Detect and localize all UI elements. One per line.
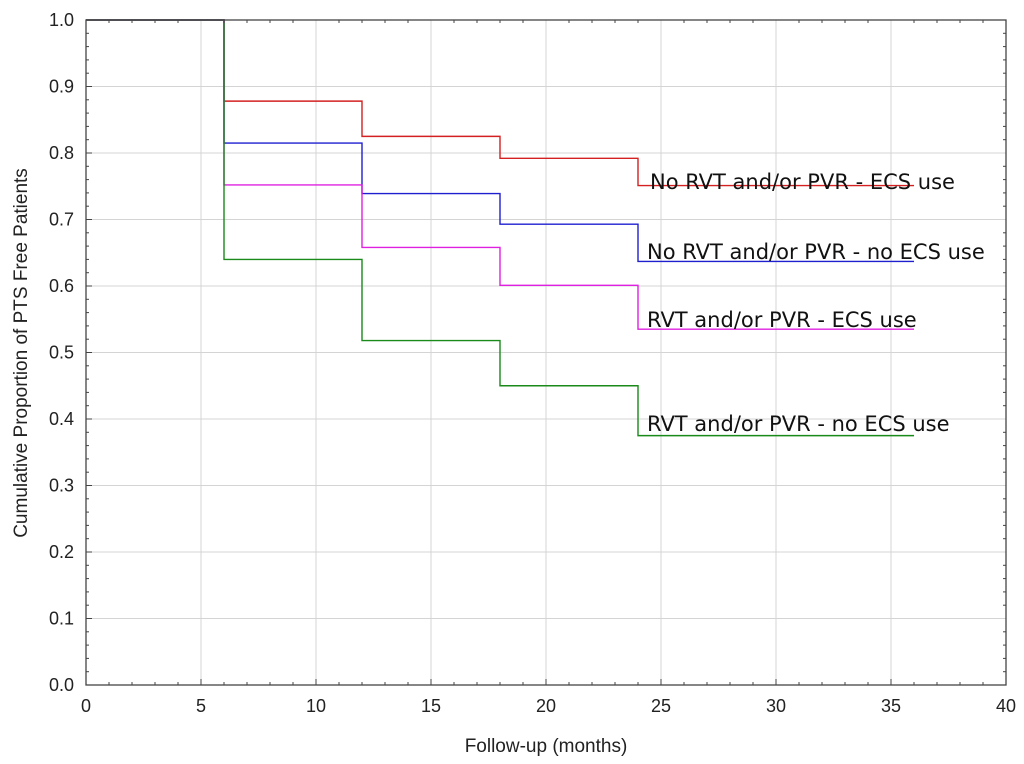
x-tick-label: 25 bbox=[651, 696, 671, 716]
x-tick-label: 15 bbox=[421, 696, 441, 716]
series-line-4 bbox=[86, 19, 914, 437]
y-tick-label: 0.6 bbox=[49, 276, 74, 296]
y-tick-label: 0.3 bbox=[49, 476, 74, 496]
y-tick-label: 0.8 bbox=[49, 143, 74, 163]
y-tick-label: 1.0 bbox=[49, 10, 74, 30]
x-tick-label: 40 bbox=[996, 696, 1016, 716]
series-lines bbox=[86, 19, 914, 437]
y-tick-label: 0.4 bbox=[49, 409, 74, 429]
axis-ticks: 0 5 10 15 20 25 30 35 40 0.0 0.1 0.2 0.3 0.4 0.5 0.6 0.7… bbox=[49, 10, 1016, 716]
x-tick-label: 35 bbox=[881, 696, 901, 716]
y-tick-label: 0.1 bbox=[49, 609, 74, 629]
y-tick-label: 0.0 bbox=[49, 675, 74, 695]
x-axis-title: Follow-up (months) bbox=[465, 736, 628, 757]
x-tick-label: 30 bbox=[766, 696, 786, 716]
series-label-4: RVT and/or PVR - no ECS use bbox=[647, 412, 950, 436]
series-labels: No RVT and/or PVR - ECS use No RVT and/or… bbox=[647, 170, 985, 436]
series-label-2: No RVT and/or PVR - no ECS use bbox=[647, 240, 985, 264]
y-tick-label: 0.5 bbox=[49, 343, 74, 363]
x-tick-label: 5 bbox=[196, 696, 206, 716]
x-tick-label: 10 bbox=[306, 696, 326, 716]
series-line-1 bbox=[86, 19, 914, 187]
y-tick-label: 0.9 bbox=[49, 77, 74, 97]
x-tick-label: 20 bbox=[536, 696, 556, 716]
x-tick-label: 0 bbox=[81, 696, 91, 716]
y-tick-label: 0.7 bbox=[49, 210, 74, 230]
y-tick-label: 0.2 bbox=[49, 542, 74, 562]
series-label-3: RVT and/or PVR - ECS use bbox=[647, 308, 917, 332]
series-label-1: No RVT and/or PVR - ECS use bbox=[650, 170, 955, 194]
y-axis-title: Cumulative Proportion of PTS Free Patien… bbox=[11, 168, 32, 538]
